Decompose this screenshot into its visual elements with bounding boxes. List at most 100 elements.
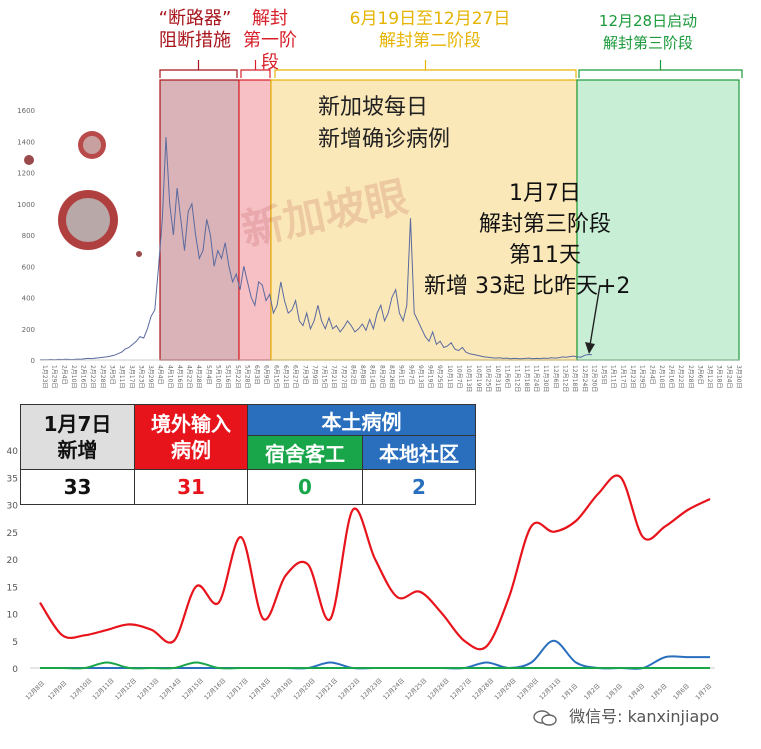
- y-tick-label: 400: [22, 295, 35, 303]
- x-tick-label: 11月30日: [542, 365, 549, 392]
- y-tick-label: 15: [7, 583, 18, 593]
- x-tick-label: 12月15日: [181, 677, 205, 701]
- x-tick-label: 12月29日: [493, 677, 517, 701]
- x-tick-label: 5月28日: [243, 365, 250, 388]
- y-tick-label: 600: [22, 263, 35, 271]
- y-tick-label: 1000: [17, 201, 35, 209]
- x-tick-label: 12月6日: [552, 365, 559, 388]
- y-tick-label: 5: [12, 638, 18, 648]
- x-tick-label: 8月26日: [388, 365, 395, 388]
- x-tick-label: 4月22日: [186, 365, 193, 388]
- summary-imported-header: 境外输入 病例: [134, 404, 248, 470]
- phase-bracket-0: [159, 60, 238, 78]
- arrow-head: [585, 342, 595, 354]
- virus-icon: [58, 190, 118, 250]
- x-tick-label: 9月7日: [407, 365, 414, 385]
- x-tick-label: 12月11日: [91, 677, 115, 701]
- x-tick-label: 6月3日: [253, 365, 260, 385]
- x-tick-label: 10月19日: [475, 365, 482, 392]
- x-tick-label: 2月4日: [648, 365, 655, 385]
- x-tick-label: 2月16日: [80, 365, 87, 388]
- arrow-line: [589, 284, 601, 346]
- y-tick-label: 40: [7, 447, 19, 457]
- x-tick-label: 12月26日: [426, 677, 450, 701]
- x-tick-label: 8月8日: [359, 365, 366, 385]
- x-tick-label: 4月4日: [157, 365, 164, 385]
- x-tick-label: 8月14日: [369, 365, 376, 388]
- virus-icon: [78, 131, 106, 159]
- wechat-icon: [533, 709, 557, 726]
- x-tick-label: 7月27日: [340, 365, 347, 388]
- summary-local-header: 本土病例: [247, 403, 476, 437]
- daily-note: 1月7日 解封第三阶段 第11天 新增 33起 比昨天+2: [420, 178, 670, 302]
- x-tick-label: 6月9日: [263, 365, 270, 385]
- x-tick-label: 1月5日: [600, 365, 607, 385]
- community-series-line: [40, 639, 710, 670]
- note-new-cases: 新增 33起 比昨天+2: [424, 274, 631, 299]
- summary-community-value: 2: [362, 469, 476, 505]
- y-tick-label: 20: [7, 556, 19, 566]
- x-tick-label: 2月16日: [668, 365, 675, 388]
- dorm-series-line: [40, 661, 710, 670]
- x-tick-label: 1月23日: [629, 365, 636, 388]
- x-tick-label: 10月25日: [484, 365, 491, 392]
- x-tick-label: 10月13日: [465, 365, 472, 392]
- x-tick-label: 9月13日: [417, 365, 424, 388]
- x-tick-label: 4月28日: [195, 365, 202, 388]
- x-tick-label: 9月1日: [398, 365, 405, 385]
- phase-bracket-3: [578, 60, 743, 78]
- x-tick-label: 12月24日: [382, 677, 406, 701]
- note-date: 1月7日: [509, 181, 581, 206]
- summary-table: 1月7日 新增 境外输入 病例 本土病例 宿舍客工 本地社区 33 31 0 2: [20, 403, 476, 505]
- x-tick-label: 4月16日: [176, 365, 183, 388]
- x-tick-label: 10月7日: [455, 365, 462, 388]
- x-tick-label: 6月15日: [272, 365, 279, 388]
- x-tick-label: 7月15日: [321, 365, 328, 388]
- phase-bracket-2: [274, 60, 577, 78]
- phase3-line2: 解封第三阶段: [602, 34, 693, 52]
- x-tick-label: 1月11日: [610, 365, 617, 388]
- x-tick-label: 1月17日: [619, 365, 626, 388]
- x-tick-label: 3月17日: [128, 365, 135, 388]
- x-tick-label: 5月16日: [224, 365, 231, 388]
- phase0-line1: “断路器”: [158, 8, 232, 29]
- x-tick-label: 12月20日: [292, 677, 316, 701]
- x-tick-label: 7月21日: [330, 365, 337, 388]
- x-tick-label: 3月12日: [706, 365, 713, 388]
- x-tick-label: 12月25日: [404, 677, 428, 701]
- chart-title-line2: 新增确诊病例: [318, 127, 451, 152]
- x-tick-label: 12月31日: [538, 677, 562, 701]
- x-tick-label: 10月31日: [494, 365, 501, 392]
- chart-title: 新加坡每日 新增确诊病例: [318, 92, 450, 156]
- y-tick-label: 1400: [17, 138, 35, 146]
- x-tick-label: 11月6日: [504, 365, 511, 388]
- x-tick-label: 12月17日: [225, 677, 249, 701]
- x-tick-label: 2月10日: [658, 365, 665, 388]
- x-tick-label: 12月24日: [581, 365, 588, 392]
- y-tick-label: 35: [7, 474, 18, 484]
- phase0-line2: 阻断措施: [159, 30, 231, 51]
- x-tick-label: 1月6日: [672, 683, 691, 702]
- summary-dorm-value: 0: [247, 469, 363, 505]
- phase-region-1: [238, 79, 272, 361]
- x-tick-label: 2月28日: [687, 365, 694, 388]
- x-tick-label: 12月18日: [248, 677, 272, 701]
- daily-cases-line: [39, 137, 593, 361]
- summary-date: 1月7日: [43, 412, 112, 436]
- x-tick-label: 12月22日: [337, 677, 361, 701]
- phase-circuit-breaker-label: “断路器” 阻断措施: [150, 8, 240, 52]
- note-phase: 解封第三阶段: [478, 212, 611, 237]
- x-tick-label: 12月27日: [449, 677, 473, 701]
- imported-series-line: [39, 474, 711, 651]
- phase2-line1: 6月19日至12月27日: [349, 9, 511, 29]
- phase-two-label: 6月19日至12月27日 解封第二阶段: [330, 8, 530, 52]
- x-tick-label: 3月6日: [696, 365, 703, 385]
- virus-illustration: [24, 131, 142, 257]
- y-tick-label: 0: [31, 357, 35, 365]
- phase-three-label: 12月28日启动 解封第三阶段: [578, 10, 718, 54]
- x-tick-label: 2月4日: [60, 365, 67, 385]
- x-tick-label: 3月23日: [137, 365, 144, 388]
- x-tick-label: 3月29日: [147, 365, 154, 388]
- imported-header-line1: 境外输入: [151, 412, 231, 436]
